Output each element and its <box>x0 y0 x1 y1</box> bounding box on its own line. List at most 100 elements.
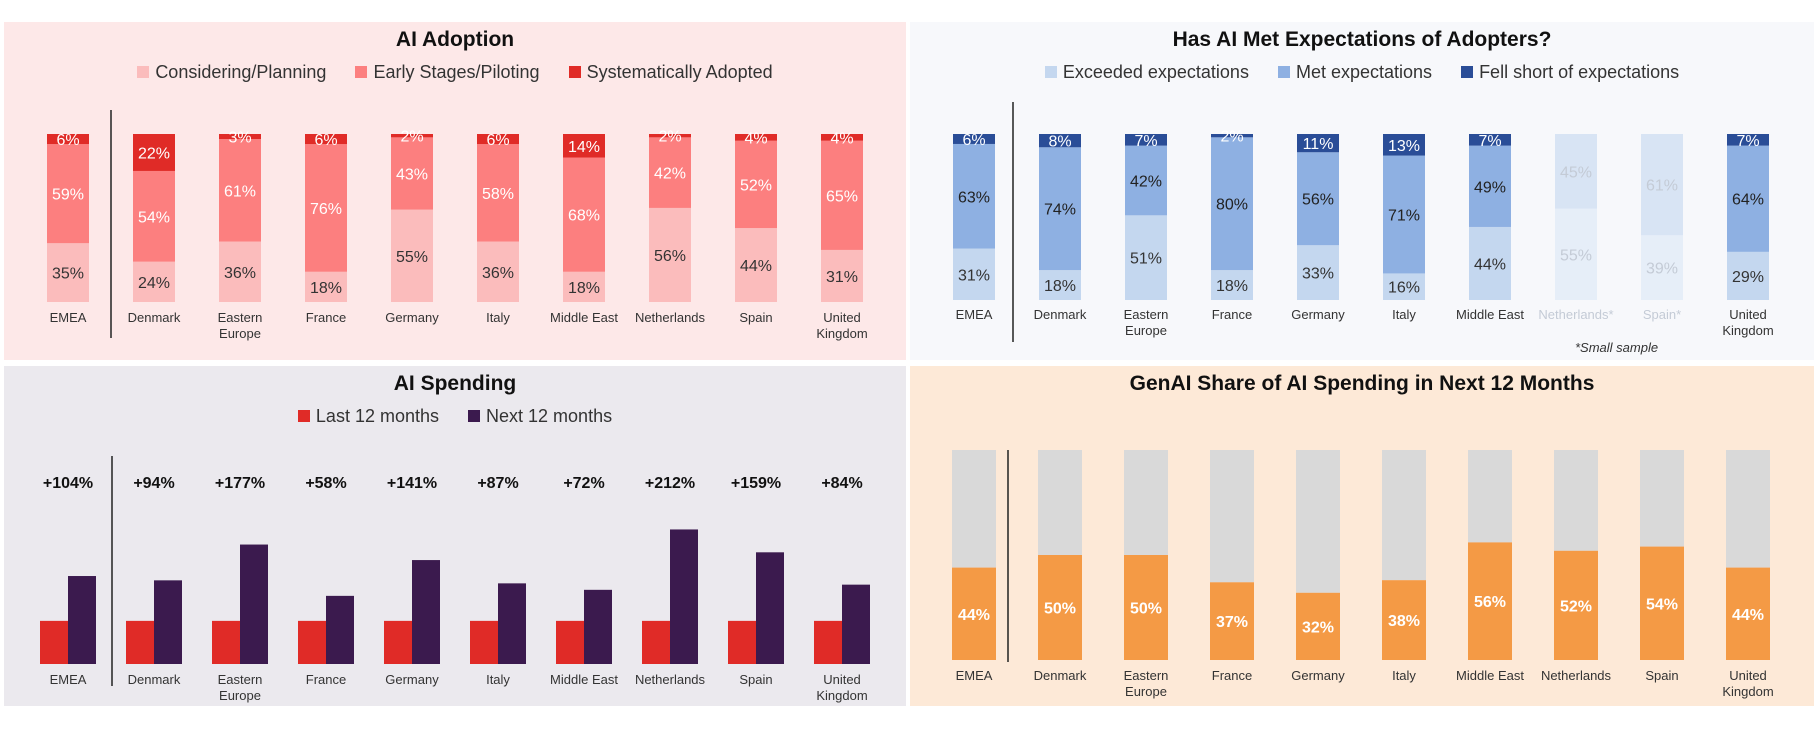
bar-segment-fell-short-of-expectations-italy <box>1383 134 1425 156</box>
data-label-met-expectations-spain: 61% <box>1646 178 1678 195</box>
data-label-early-stages-piloting-germany: 43% <box>396 166 428 183</box>
data-label-genai-share-denmark: 50% <box>1044 601 1076 618</box>
data-label-met-expectations-netherlands: 45% <box>1560 164 1592 181</box>
bar-next-12-months-germany <box>412 560 440 664</box>
bar-segment-systematically-adopted-eastern-europe <box>219 134 261 140</box>
change-label-eastern-europe: +177% <box>215 475 265 492</box>
change-label-middle-east: +72% <box>563 475 604 492</box>
bar-segment-systematically-adopted-spain <box>735 134 777 141</box>
legend-considering-planning: Considering/Planning <box>137 62 326 83</box>
data-label-met-expectations-italy: 71% <box>1388 208 1420 225</box>
bar-segment-early-stages-piloting-germany <box>391 137 433 210</box>
bar-last-12-months-netherlands <box>642 620 670 664</box>
bar-segment-considering-planning-france <box>305 271 347 302</box>
bar-last-12-months-emea <box>40 620 68 664</box>
data-label-considering-planning-denmark: 24% <box>138 275 170 292</box>
bar-segment-systematically-adopted-emea <box>47 134 89 145</box>
data-label-fell-short-of-expectations-eastern-europe: 7% <box>1134 133 1157 150</box>
data-label-early-stages-piloting-spain: 52% <box>740 177 772 194</box>
data-label-systematically-adopted-emea: 6% <box>56 132 79 149</box>
bar-remainder-spain <box>1640 450 1684 547</box>
bar-segment-fell-short-of-expectations-france <box>1211 134 1253 138</box>
data-label-fell-short-of-expectations-france: 2% <box>1220 129 1243 146</box>
bar-genai-share-middle-east <box>1468 542 1512 660</box>
bar-next-12-months-italy <box>498 583 526 664</box>
category-label-middle-east: Middle East <box>550 672 618 687</box>
legend-last-12-months: Last 12 months <box>297 406 439 427</box>
data-label-systematically-adopted-spain: 4% <box>744 130 767 147</box>
bar-next-12-months-spain <box>756 552 784 664</box>
data-label-met-expectations-germany: 56% <box>1302 192 1334 209</box>
data-label-considering-planning-netherlands: 56% <box>654 248 686 265</box>
category-label-middle-east: Middle East <box>550 310 618 325</box>
category-label-denmark: Denmark <box>128 310 181 325</box>
legend-label: Early Stages/Piloting <box>373 62 540 82</box>
category-label-united-kingdom: United <box>1729 668 1767 683</box>
bar-next-12-months-emea <box>68 576 96 664</box>
bar-next-12-months-middle-east <box>584 589 612 664</box>
bar-segment-exceeded-expectations-middle-east <box>1469 226 1511 300</box>
bar-next-12-months-eastern-europe <box>240 544 268 664</box>
data-label-considering-planning-emea: 35% <box>52 266 84 283</box>
data-label-met-expectations-france: 80% <box>1216 197 1248 214</box>
bar-segment-considering-planning-denmark <box>133 261 175 302</box>
category-label-italy: Italy <box>486 310 510 325</box>
legend-swatch <box>468 410 481 422</box>
data-label-genai-share-france: 37% <box>1216 614 1248 631</box>
bar-genai-share-italy <box>1382 580 1426 660</box>
data-label-met-expectations-emea: 63% <box>958 189 990 206</box>
bar-segment-early-stages-piloting-netherlands <box>649 137 691 208</box>
bar-segment-met-expectations-italy <box>1383 155 1425 274</box>
bar-segment-systematically-adopted-middle-east <box>563 134 605 158</box>
bar-segment-early-stages-piloting-italy <box>477 144 519 242</box>
data-label-systematically-adopted-middle-east: 14% <box>568 139 600 156</box>
category-label-germany: Germany <box>385 310 439 325</box>
category-label-france: France <box>306 672 346 687</box>
data-label-early-stages-piloting-eastern-europe: 61% <box>224 183 256 200</box>
category-label-denmark: Denmark <box>128 672 181 687</box>
data-label-exceeded-expectations-germany: 33% <box>1302 266 1334 283</box>
bar-last-12-months-eastern-europe <box>212 620 240 664</box>
category-label-united-kingdom: Kingdom <box>1722 323 1773 338</box>
bar-segment-met-expectations-emea <box>953 143 995 249</box>
category-label-italy: Italy <box>1392 668 1416 683</box>
ai-adoption-title: AI Adoption <box>395 28 515 51</box>
change-label-germany: +141% <box>387 475 437 492</box>
legend-label: Systematically Adopted <box>586 62 773 82</box>
legend-label: Next 12 months <box>486 406 613 426</box>
data-label-exceeded-expectations-denmark: 18% <box>1044 278 1076 295</box>
bar-segment-early-stages-piloting-middle-east <box>563 157 605 272</box>
data-label-considering-planning-spain: 44% <box>740 258 772 275</box>
bar-segment-met-expectations-germany <box>1297 152 1339 246</box>
legend-swatch <box>568 66 581 78</box>
category-label-germany: Germany <box>385 672 439 687</box>
genai-share-title: GenAI Share of AI Spending in Next 12 Mo… <box>1129 372 1595 395</box>
bar-segment-fell-short-of-expectations-denmark <box>1039 134 1081 148</box>
ai-spending-title: AI Spending <box>393 372 517 395</box>
bar-genai-share-france <box>1210 582 1254 660</box>
bar-last-12-months-germany <box>384 620 412 664</box>
data-label-exceeded-expectations-emea: 31% <box>958 267 990 284</box>
data-label-early-stages-piloting-united-kingdom: 65% <box>826 188 858 205</box>
legend-swatch <box>1277 66 1290 78</box>
bar-remainder-italy <box>1382 450 1426 581</box>
data-label-systematically-adopted-eastern-europe: 3% <box>228 130 251 147</box>
bar-segment-exceeded-expectations-united-kingdom <box>1727 251 1769 300</box>
bar-segment-systematically-adopted-netherlands <box>649 134 691 138</box>
bar-next-12-months-france <box>326 595 354 664</box>
bar-segment-met-expectations-middle-east <box>1469 145 1511 227</box>
data-label-exceeded-expectations-united-kingdom: 29% <box>1732 269 1764 286</box>
data-label-genai-share-netherlands: 52% <box>1560 598 1592 615</box>
category-label-italy: Italy <box>486 672 510 687</box>
bar-segment-fell-short-of-expectations-united-kingdom <box>1727 134 1769 146</box>
bar-segment-considering-planning-middle-east <box>563 271 605 302</box>
bar-segment-met-expectations-united-kingdom <box>1727 145 1769 252</box>
legend-systematically-adopted: Systematically Adopted <box>568 62 773 83</box>
bar-segment-early-stages-piloting-spain <box>735 140 777 229</box>
small-sample-footnote: *Small sample <box>1575 340 1659 355</box>
bar-segment-early-stages-piloting-united-kingdom <box>821 140 863 250</box>
bar-last-12-months-united-kingdom <box>814 620 842 664</box>
bar-segment-considering-planning-eastern-europe <box>219 241 261 302</box>
category-label-germany: Germany <box>1291 668 1345 683</box>
